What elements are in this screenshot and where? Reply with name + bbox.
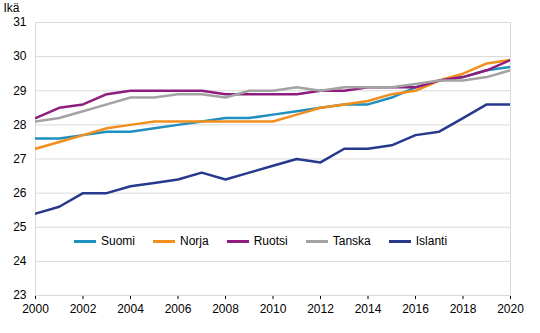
svg-text:24: 24	[13, 254, 27, 268]
svg-text:2016: 2016	[402, 302, 429, 316]
svg-text:2004: 2004	[117, 302, 144, 316]
svg-text:2000: 2000	[22, 302, 49, 316]
html-text:Tanska: Tanska	[332, 234, 371, 248]
html-text:Norja: Norja	[180, 234, 209, 248]
svg-text:2018: 2018	[450, 302, 477, 316]
svg-text:2010: 2010	[260, 302, 287, 316]
svg-text:28: 28	[13, 118, 27, 132]
svg-text:31: 31	[13, 15, 27, 29]
svg-text:2012: 2012	[307, 302, 334, 316]
svg-text:2006: 2006	[165, 302, 192, 316]
svg-text:2014: 2014	[355, 302, 382, 316]
svg-text:25: 25	[13, 220, 27, 234]
svg-text:29: 29	[13, 84, 27, 98]
svg-text:2002: 2002	[70, 302, 97, 316]
svg-text:2020: 2020	[497, 302, 524, 316]
html-text:Ruotsi: Ruotsi	[253, 234, 288, 248]
svg-text:30: 30	[13, 49, 27, 63]
html-text:Islanti: Islanti	[415, 234, 448, 248]
html-text:Suomi: Suomi	[101, 234, 135, 248]
svg-text:2008: 2008	[212, 302, 239, 316]
svg-text:26: 26	[13, 186, 27, 200]
svg-text:27: 27	[13, 152, 27, 166]
svg-text:23: 23	[13, 288, 27, 302]
svg-text:Ikä: Ikä	[4, 1, 20, 15]
